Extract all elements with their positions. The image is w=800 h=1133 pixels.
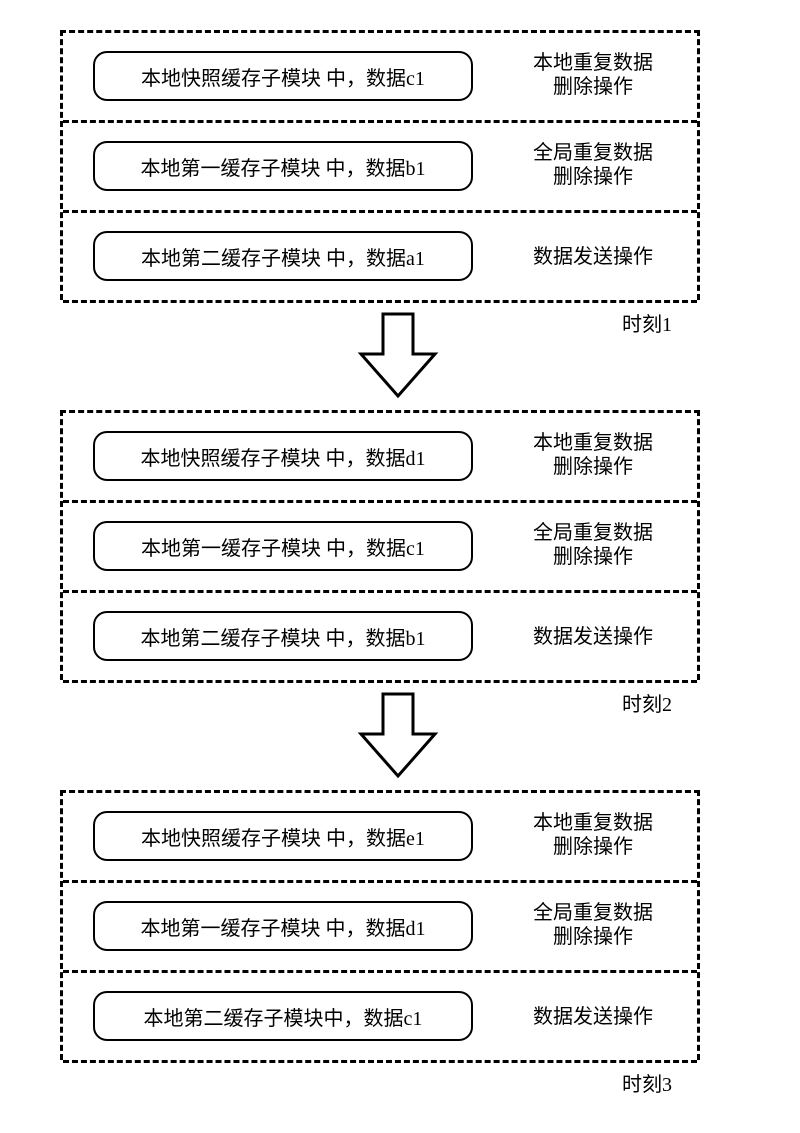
operation-label: 数据发送操作 xyxy=(503,245,683,269)
time-group-3: 本地快照缓存子模块 中，数据e1本地重复数据删除操作本地第一缓存子模块 中，数据… xyxy=(60,790,700,1060)
down-arrow-icon xyxy=(355,690,441,780)
module-node: 本地第二缓存子模块 中，数据b1 xyxy=(93,611,473,661)
group-row: 本地快照缓存子模块 中，数据e1 本地重复数据删除操作 xyxy=(63,793,697,883)
down-arrow-icon xyxy=(355,310,441,400)
module-node: 本地快照缓存子模块 中，数据d1 xyxy=(93,431,473,481)
operation-label: 数据发送操作 xyxy=(503,1005,683,1029)
module-node: 本地快照缓存子模块 中，数据e1 xyxy=(93,811,473,861)
group-row: 本地第二缓存子模块 中，数据a1 数据发送操作 xyxy=(63,213,697,303)
time-group-1: 本地快照缓存子模块 中，数据c1本地重复数据删除操作本地第一缓存子模块 中，数据… xyxy=(60,30,700,300)
operation-label: 本地重复数据删除操作 xyxy=(503,431,683,479)
group-row: 本地快照缓存子模块 中，数据c1 本地重复数据删除操作 xyxy=(63,33,697,123)
time-label: 时刻1 xyxy=(622,308,672,337)
group-row: 本地第二缓存子模块中，数据c1 数据发送操作 xyxy=(63,973,697,1063)
time-label: 时刻3 xyxy=(622,1068,672,1097)
module-node: 本地第二缓存子模块中，数据c1 xyxy=(93,991,473,1041)
group-row: 本地第一缓存子模块 中，数据c1 全局重复数据删除操作 xyxy=(63,503,697,593)
group-row: 本地快照缓存子模块 中，数据d1 本地重复数据删除操作 xyxy=(63,413,697,503)
module-node: 本地第一缓存子模块 中，数据b1 xyxy=(93,141,473,191)
module-node: 本地快照缓存子模块 中，数据c1 xyxy=(93,51,473,101)
module-node: 本地第二缓存子模块 中，数据a1 xyxy=(93,231,473,281)
operation-label: 全局重复数据删除操作 xyxy=(503,901,683,949)
time-label: 时刻2 xyxy=(622,688,672,717)
time-group-2: 本地快照缓存子模块 中，数据d1本地重复数据删除操作本地第一缓存子模块 中，数据… xyxy=(60,410,700,680)
operation-label: 全局重复数据删除操作 xyxy=(503,141,683,189)
operation-label: 数据发送操作 xyxy=(503,625,683,649)
operation-label: 本地重复数据删除操作 xyxy=(503,811,683,859)
module-node: 本地第一缓存子模块 中，数据d1 xyxy=(93,901,473,951)
group-row: 本地第一缓存子模块 中，数据d1 全局重复数据删除操作 xyxy=(63,883,697,973)
group-row: 本地第一缓存子模块 中，数据b1 全局重复数据删除操作 xyxy=(63,123,697,213)
operation-label: 本地重复数据删除操作 xyxy=(503,51,683,99)
group-row: 本地第二缓存子模块 中，数据b1 数据发送操作 xyxy=(63,593,697,683)
operation-label: 全局重复数据删除操作 xyxy=(503,521,683,569)
module-node: 本地第一缓存子模块 中，数据c1 xyxy=(93,521,473,571)
